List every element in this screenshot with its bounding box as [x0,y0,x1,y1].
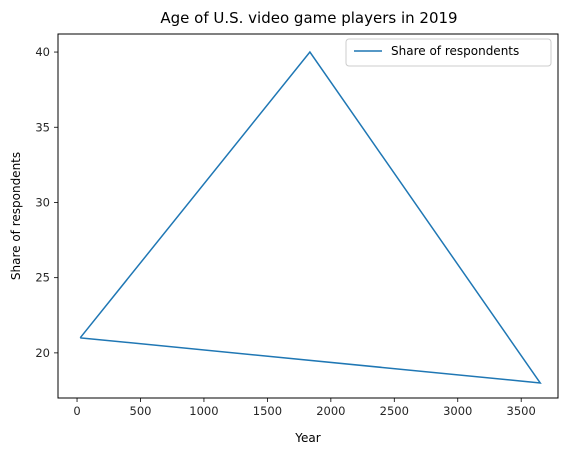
y-tick-label: 20 [35,346,50,360]
x-tick-label: 1500 [253,404,282,418]
legend: Share of respondents [345,38,552,67]
y-tick-label: 30 [35,195,50,209]
x-tick-label: 3000 [443,404,472,418]
y-tick-label: 25 [35,271,50,285]
x-tick-label: 3500 [507,404,536,418]
legend-frame [345,38,552,67]
plot-area [57,33,559,399]
x-tick-label: 0 [73,404,80,418]
x-tick-label: 500 [130,404,152,418]
y-axis-label: Share of respondents [9,152,23,280]
legend-label: Share of respondents [391,44,519,58]
chart-title: Age of U.S. video game players in 2019 [160,9,457,27]
x-tick-label: 1000 [189,404,218,418]
x-tick-label: 2500 [380,404,409,418]
y-axis-ticks: 20 25 30 35 40 [35,45,58,360]
series-line-share-of-respondents [79,50,542,384]
y-tick-label: 40 [35,45,50,59]
x-axis-ticks: 0 500 1000 1500 2000 2500 3000 3500 [73,398,536,418]
x-tick-label: 2000 [316,404,345,418]
y-tick-label: 35 [35,120,50,134]
x-axis-label: Year [294,431,320,445]
